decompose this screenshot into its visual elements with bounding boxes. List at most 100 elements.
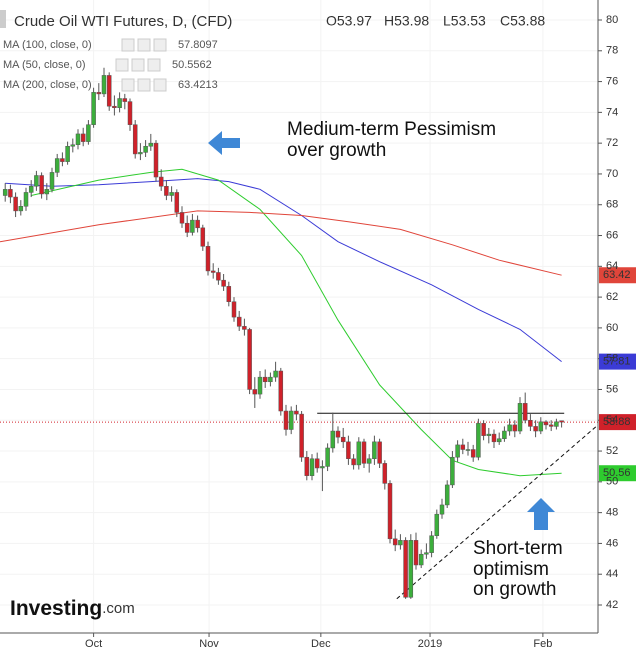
candle-body [283,410,289,430]
handle [0,10,6,28]
candle-body [455,444,460,458]
candle-body [13,196,18,212]
candle-body [164,186,169,196]
candle-body [148,142,154,147]
candle-body [294,410,299,415]
y-tick-label: 56 [606,383,618,395]
legend-icon [121,38,135,52]
ma-line [5,178,562,362]
candle-body [522,403,528,421]
candle-body [507,424,512,432]
candle-body [543,421,549,426]
candle-body [444,484,450,506]
candle-body [44,189,50,195]
candle-body [408,540,414,598]
candle-body [184,222,190,233]
candle-body [127,101,133,125]
y-tick-label: 58 [606,353,618,365]
price-badge [599,414,636,431]
legend-icon [137,38,151,52]
y-tick-label: 64 [606,260,618,272]
candle-body [2,189,8,196]
annotation: over growth [287,140,386,161]
candle-body [247,329,252,390]
candle-body [226,286,232,302]
ohlc-high: H53.98 [384,13,429,29]
candle-body [132,124,138,155]
candle-body [398,540,403,546]
ohlc-open: O53.97 [326,13,372,29]
candle-body [491,433,497,443]
candle-body [450,456,455,486]
candle-body [304,456,310,476]
y-tick-label: 42 [606,599,618,611]
y-tick-label: 60 [606,322,618,334]
legend-value: 63.4213 [178,79,218,91]
chart-title: Crude Oil WTI Futures, D, (CFD) [14,13,232,30]
legend-icon [153,78,167,92]
candle-body [528,420,533,427]
y-tick-label: 70 [606,168,618,180]
y-tick-label: 78 [606,45,618,57]
candle-body [314,458,320,469]
candle-body [231,301,237,318]
price-badge-label: 50.56 [603,467,631,479]
candle-body [174,192,180,213]
candle-body [351,458,356,466]
candle-body [366,458,372,464]
candle-body [340,436,346,443]
candle-body [122,98,128,102]
candle-body [257,376,263,395]
candle-body [377,441,382,464]
candle-body [39,175,44,195]
candle-body [346,441,351,460]
price-badge-label: 57.81 [603,356,631,368]
candle-body [288,410,294,430]
candle-body [195,219,200,229]
candle-body [179,212,185,224]
candle-body [28,186,34,193]
annotation: Medium-term Pessimism [287,119,496,140]
candle-body [200,227,206,247]
candle-body [481,423,486,436]
candle-body [138,152,143,155]
candle-body [153,142,159,178]
candle-body [70,144,76,147]
candle-body [49,172,55,190]
price-badge-label: 53.88 [603,416,631,428]
candle-body [268,376,273,383]
y-tick-label: 44 [606,568,618,580]
y-tick-label: 74 [606,106,618,118]
price-badge [599,465,636,482]
y-tick-label: 54 [606,414,618,426]
y-tick-label: 46 [606,537,618,549]
candle-body [325,447,330,467]
candle-body [309,458,315,476]
legend-icon [121,78,135,92]
candle-body [465,449,471,451]
candle-body [278,370,284,412]
ma-line [0,210,562,276]
candle-body [190,219,195,233]
candle-body [221,279,226,287]
candle-body [75,133,81,145]
candle-body [91,92,96,125]
candle-body [554,421,559,427]
candle-body [262,376,268,383]
candle-body [335,430,341,438]
candle-body [80,133,86,142]
y-tick-label: 52 [606,445,618,457]
candle-body [424,552,429,555]
candle-body [548,424,554,427]
candle-body [512,424,518,432]
logo: Investing.com [10,597,135,620]
candle-body [106,75,112,107]
y-tick-label: 80 [606,14,618,26]
logo-text: Investing [10,597,102,620]
legend-icon [137,78,151,92]
y-tick-label: 76 [606,75,618,87]
candle-body [429,535,434,553]
legend-value: 57.8097 [178,39,218,51]
